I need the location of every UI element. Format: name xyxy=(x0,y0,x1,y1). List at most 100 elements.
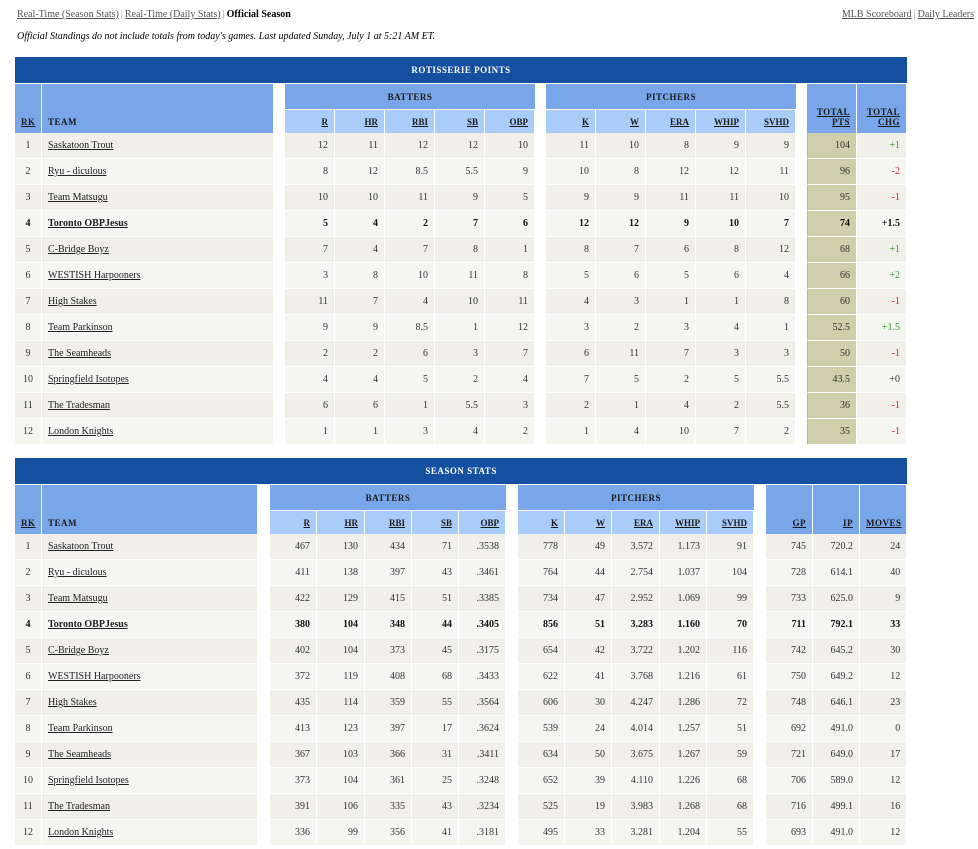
team-link[interactable]: C-Bridge Boyz xyxy=(48,645,109,656)
sort-total-pts[interactable]: TOTAL PTS xyxy=(816,107,850,127)
batting-stat-cell: 361 xyxy=(365,768,412,794)
extra-stat-cell: 499.1 xyxy=(813,794,860,820)
sort-w[interactable]: W xyxy=(596,517,605,528)
pitching-stat-cell: 8 xyxy=(596,159,646,185)
team-link[interactable]: High Stakes xyxy=(48,296,97,307)
batting-stat-cell: 7 xyxy=(335,289,385,315)
sort-sb[interactable]: SB xyxy=(466,116,478,127)
sort-era[interactable]: ERA xyxy=(633,517,653,528)
rank-cell: 9 xyxy=(15,742,42,768)
sort-k[interactable]: K xyxy=(581,116,589,127)
batting-stat-cell: .3433 xyxy=(459,664,506,690)
sort-moves[interactable]: MOVES xyxy=(866,518,902,528)
batting-stat-cell: 10 xyxy=(435,289,485,315)
sort-r[interactable]: R xyxy=(321,116,329,127)
batting-stat-cell: 6 xyxy=(485,211,535,237)
team-cell: Ryu - diculous xyxy=(42,159,274,185)
total-change-cell: +2 xyxy=(857,263,907,289)
team-link[interactable]: The Seamheads xyxy=(48,749,112,760)
team-link[interactable]: Toronto OBPJesus xyxy=(48,619,128,630)
team-link[interactable]: Saskatoon Trout xyxy=(48,140,114,151)
batting-stat-cell: 415 xyxy=(365,586,412,612)
separator: | xyxy=(913,9,916,20)
team-link[interactable]: London Knights xyxy=(48,827,114,838)
team-cell: High Stakes xyxy=(42,289,274,315)
team-link[interactable]: Team Matsugu xyxy=(48,593,108,604)
team-link[interactable]: Ryu - diculous xyxy=(48,166,107,177)
team-link[interactable]: Toronto OBPJesus xyxy=(48,218,128,229)
batting-stat-cell: 397 xyxy=(365,716,412,742)
extra-stat-cell: 12 xyxy=(860,664,908,690)
team-cell: Team Matsugu xyxy=(42,185,274,211)
team-link[interactable]: WESTISH Harpooners xyxy=(48,671,141,682)
total-points-cell: 43.5 xyxy=(807,367,857,393)
team-row: 3 Team Matsugu 422 129 415 51.3385 734 47 2.952 1… xyxy=(15,586,908,612)
pitching-stat-cell: 7 xyxy=(646,341,696,367)
team-link[interactable]: London Knights xyxy=(48,426,114,437)
sort-rbi[interactable]: RBI xyxy=(411,116,428,127)
pitching-stat-cell: 3 xyxy=(546,315,596,341)
sort-svhd[interactable]: SVHD xyxy=(721,517,747,528)
sort-obp[interactable]: OBP xyxy=(509,116,528,127)
pitching-stat-cell: 1 xyxy=(696,289,746,315)
realtime-season-link[interactable]: Real-Time (Season Stats) xyxy=(17,9,119,20)
pitching-stat-cell: 3.283 xyxy=(612,612,660,638)
sort-rbi[interactable]: RBI xyxy=(388,517,405,528)
team-link[interactable]: Saskatoon Trout xyxy=(48,541,114,552)
team-link[interactable]: WESTISH Harpooners xyxy=(48,270,141,281)
pitching-stat-cell: 652 xyxy=(518,768,565,794)
batting-stat-cell: .3248 xyxy=(459,768,506,794)
sort-era[interactable]: ERA xyxy=(669,116,689,127)
team-link[interactable]: C-Bridge Boyz xyxy=(48,244,109,255)
team-link[interactable]: The Tradesman xyxy=(48,801,110,812)
team-link[interactable]: Team Matsugu xyxy=(48,192,108,203)
extra-stat-cell: 625.0 xyxy=(813,586,860,612)
sort-hr[interactable]: HR xyxy=(344,517,359,528)
sort-ip[interactable]: IP xyxy=(843,518,853,528)
sort-r[interactable]: R xyxy=(303,517,311,528)
team-link[interactable]: Ryu - diculous xyxy=(48,567,107,578)
sort-rk[interactable]: RK xyxy=(21,518,36,528)
team-link[interactable]: Team Parkinson xyxy=(48,322,113,333)
sort-total-chg[interactable]: TOTAL CHG xyxy=(866,107,900,127)
team-link[interactable]: Springfield Isotopes xyxy=(48,374,129,385)
batting-stat-cell: 336 xyxy=(270,820,317,846)
pitching-stat-cell: 61 xyxy=(707,664,754,690)
team-link[interactable]: Springfield Isotopes xyxy=(48,775,129,786)
sort-obp[interactable]: OBP xyxy=(480,517,499,528)
sort-hr[interactable]: HR xyxy=(364,116,379,127)
extra-stat-cell: 721 xyxy=(766,742,813,768)
batting-stat-cell: 10 xyxy=(385,263,435,289)
team-link[interactable]: Team Parkinson xyxy=(48,723,113,734)
batting-stat-cell: 17 xyxy=(412,716,459,742)
batting-stat-cell: 1 xyxy=(435,315,485,341)
spacer xyxy=(274,341,285,367)
sort-whip[interactable]: WHIP xyxy=(674,517,700,528)
batting-stat-cell: 12 xyxy=(435,133,485,159)
team-link[interactable]: The Tradesman xyxy=(48,400,110,411)
pitching-stat-cell: 7 xyxy=(746,211,796,237)
spacer xyxy=(258,768,270,794)
pitching-stat-cell: 41 xyxy=(565,664,612,690)
batting-stat-cell: 3 xyxy=(485,393,535,419)
sort-w[interactable]: W xyxy=(630,116,639,127)
batting-stat-cell: 71 xyxy=(412,534,459,560)
sort-k[interactable]: K xyxy=(550,517,558,528)
batting-stat-cell: 7 xyxy=(385,237,435,263)
sort-sb[interactable]: SB xyxy=(440,517,452,528)
batting-stat-cell: 366 xyxy=(365,742,412,768)
rotisserie-points-table: ROTISSERIE POINTS RK TEAM BATTERS PITCHE… xyxy=(15,57,907,445)
sort-gp[interactable]: GP xyxy=(792,518,806,528)
team-link[interactable]: High Stakes xyxy=(48,697,97,708)
pitching-stat-cell: 4 xyxy=(596,419,646,445)
realtime-daily-link[interactable]: Real-Time (Daily Stats) xyxy=(124,9,221,20)
pitching-stat-cell: 42 xyxy=(565,638,612,664)
mlb-scoreboard-link[interactable]: MLB Scoreboard xyxy=(841,9,912,20)
sort-svhd[interactable]: SVHD xyxy=(763,116,789,127)
sort-rk[interactable]: RK xyxy=(21,117,36,127)
daily-leaders-link[interactable]: Daily Leaders xyxy=(917,9,974,20)
batting-stat-cell: 8 xyxy=(285,159,335,185)
sort-whip[interactable]: WHIP xyxy=(713,116,739,127)
batting-stat-cell: 9 xyxy=(335,315,385,341)
team-link[interactable]: The Seamheads xyxy=(48,348,112,359)
